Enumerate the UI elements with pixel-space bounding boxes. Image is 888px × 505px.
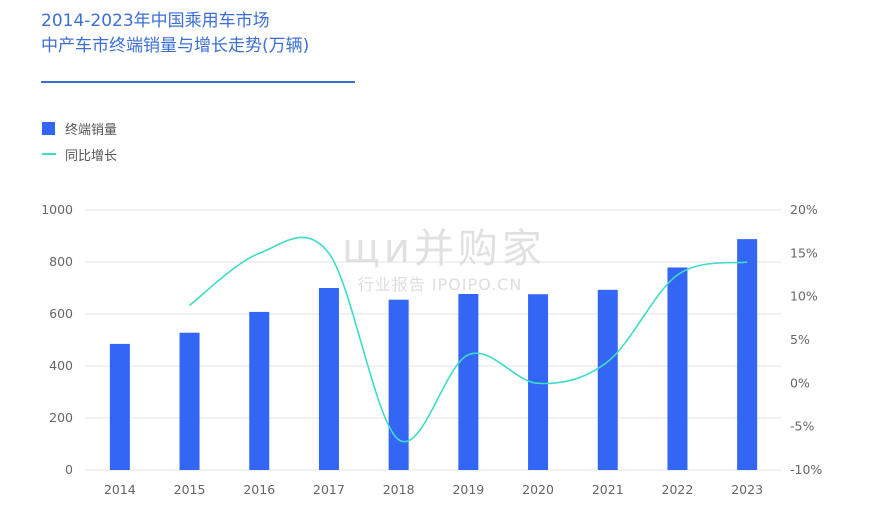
chart-title-block: 2014-2023年中国乘用车市场 中产车市终端销量与增长走势(万辆) [41,9,309,59]
y-left-tick-label: 600 [49,306,73,321]
bar [179,332,200,470]
watermark-subtext: 行业报告 IPOIPO.CN [358,275,523,294]
y-right-tick-label: -5% [790,419,814,434]
x-tick-label: 2021 [592,482,624,497]
legend-swatch-line [42,153,56,155]
bar [318,288,339,470]
y-left-tick-label: 200 [49,410,73,425]
legend-item-growth: 同比增长 [42,146,118,164]
watermark-text: щи并购家 [342,226,546,272]
legend-label-growth: 同比增长 [65,148,118,164]
y-right-tick-label: 10% [790,289,818,304]
y-right-tick-label: 15% [790,245,818,260]
y-right-tick-label: -10% [790,462,822,477]
x-tick-label: 2022 [662,482,694,497]
x-tick-label: 2017 [313,482,345,497]
legend-label-sales: 终端销量 [65,122,118,138]
bar [528,294,549,470]
growth-line [189,236,748,443]
x-tick-label: 2023 [731,482,763,497]
bar [597,289,618,470]
bar [249,311,270,470]
bar [388,299,409,470]
chart-subtitle: 中产车市终端销量与增长走势(万辆) [41,36,310,56]
chart-legend: 终端销量 同比增长 [42,120,117,172]
y-left-tick-label: 800 [49,254,73,269]
bar [109,343,130,470]
y-right-tick-label: 0% [790,375,810,390]
bar [667,267,688,470]
x-tick-label: 2014 [104,482,136,497]
y-left-tick-label: 1000 [41,202,73,217]
x-tick-label: 2019 [452,482,484,497]
y-left-tick-label: 400 [49,358,73,373]
y-right-tick-label: 5% [790,332,810,347]
y-right-tick-label: 20% [790,202,818,217]
x-tick-label: 2018 [383,482,415,497]
chart-title: 2014-2023年中国乘用车市场 [41,11,270,31]
legend-swatch-bar [42,121,55,135]
bar [737,239,758,470]
title-underline [41,81,355,83]
bar [458,293,479,470]
x-tick-label: 2016 [243,482,275,497]
legend-item-sales: 终端销量 [42,120,118,138]
x-tick-label: 2020 [522,482,554,497]
y-left-tick-label: 0 [65,462,73,477]
x-tick-label: 2015 [174,482,206,497]
